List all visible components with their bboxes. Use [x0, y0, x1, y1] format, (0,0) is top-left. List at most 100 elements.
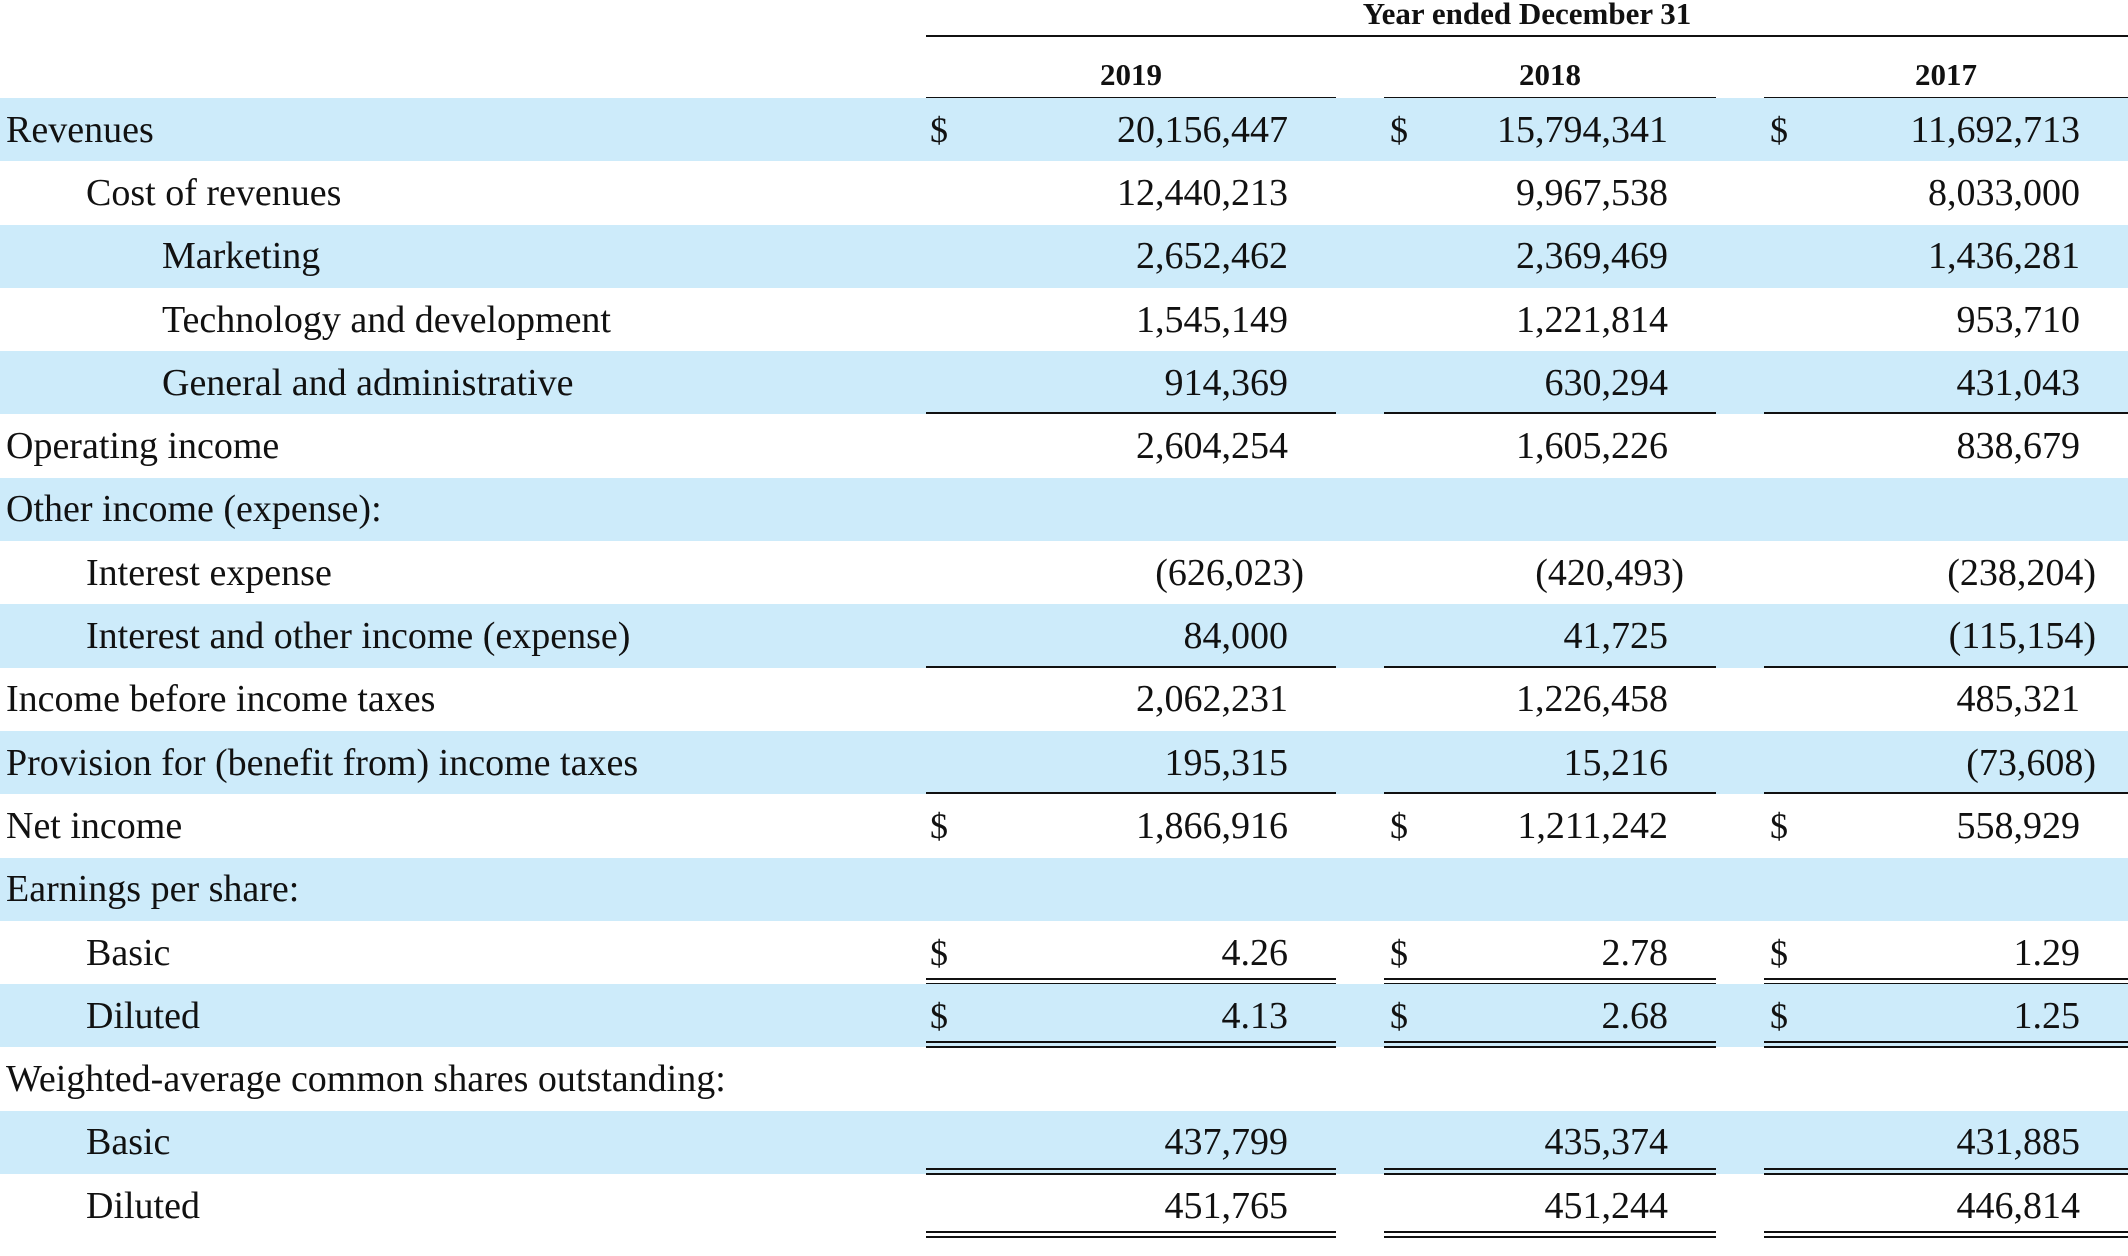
total-double-rule — [926, 1041, 1336, 1049]
value-cell-2017: $558,929 — [1764, 794, 2128, 857]
row-label: General and administrative — [162, 361, 574, 404]
table-row: Marketing 2,652,462 2,369,469 1,436,281 — [0, 224, 2128, 288]
amount: 437,799 — [1164, 1121, 1289, 1164]
amount: 4.26 — [1221, 931, 1289, 974]
table-row: Weighted-average common shares outstandi… — [0, 1048, 2128, 1111]
value-cell-2018: 15,216 — [1384, 731, 1716, 795]
amount: 2,062,231 — [1136, 678, 1288, 721]
subtotal-rule — [1764, 412, 2128, 415]
currency-symbol: $ — [930, 932, 948, 973]
value-cell-2019: 195,315 — [926, 731, 1336, 795]
value-cell-2018: $15,794,341 — [1384, 98, 1716, 161]
row-label: Diluted — [86, 994, 200, 1037]
amount: 446,814 — [1956, 1184, 2081, 1227]
amount: 2.78 — [1601, 931, 1669, 974]
amount: 195,315 — [1164, 741, 1289, 784]
value-cell-2019: $20,156,447 — [926, 98, 1336, 161]
amount: 15,216 — [1563, 741, 1669, 784]
value-cell-2017: $11,692,713 — [1764, 98, 2128, 161]
amount: 2,652,462 — [1136, 235, 1288, 278]
value-cell-2017: (238,204) — [1764, 541, 2128, 604]
amount: 1,221,814 — [1516, 298, 1668, 341]
value-cell-2019 — [926, 478, 1336, 541]
value-cell-2017 — [1764, 478, 2128, 541]
table-row: Interest and other income (expense) 84,00… — [0, 604, 2128, 668]
currency-symbol: $ — [930, 109, 948, 150]
value-cell-2018: 1,221,814 — [1384, 288, 1716, 351]
value-cell-2018 — [1384, 478, 1716, 541]
subtotal-rule — [1384, 412, 1716, 415]
currency-symbol: $ — [1770, 109, 1788, 150]
value-cell-2018: 9,967,538 — [1384, 161, 1716, 224]
row-label: Other income (expense): — [6, 488, 382, 531]
value-cell-2019: 437,799 — [926, 1111, 1336, 1176]
subtotal-rule — [1384, 665, 1716, 668]
row-label: Diluted — [86, 1184, 200, 1227]
table-row: Diluted $4.13 $2.68 $1.25 — [0, 984, 2128, 1049]
value-cell-2017: 431,043 — [1764, 351, 2128, 415]
value-cell-2017: $1.29 — [1764, 921, 2128, 986]
table-row: Revenues $20,156,447 $15,794,341 $11,692,71… — [0, 98, 2128, 162]
amount: (626,023) — [1155, 551, 1304, 594]
amount: (238,204) — [1947, 551, 2096, 594]
currency-symbol: $ — [1390, 109, 1408, 150]
amount: (73,608) — [1966, 741, 2096, 784]
total-double-rule — [1384, 1231, 1716, 1239]
amount: 1,605,226 — [1516, 425, 1668, 468]
total-double-rule — [1764, 1041, 2128, 1049]
value-cell-2017: $1.25 — [1764, 984, 2128, 1049]
value-cell-2019: 451,765 — [926, 1174, 1336, 1239]
year-header-2017: 2017 — [1915, 57, 1977, 92]
currency-symbol: $ — [1390, 932, 1408, 973]
amount: 12,440,213 — [1117, 171, 1288, 214]
amount: 20,156,447 — [1117, 108, 1288, 151]
value-cell-2018 — [1384, 1048, 1716, 1111]
value-cell-2018: 451,244 — [1384, 1174, 1716, 1239]
value-cell-2017: 838,679 — [1764, 415, 2128, 478]
row-label: Basic — [86, 931, 171, 974]
year-header-2019: 2019 — [1100, 57, 1162, 92]
value-cell-2017: 8,033,000 — [1764, 161, 2128, 224]
amount: 1.29 — [2013, 931, 2081, 974]
total-double-rule — [1764, 1231, 2128, 1239]
value-cell-2018: $1,211,242 — [1384, 794, 1716, 857]
amount: 1.25 — [2013, 994, 2081, 1037]
currency-symbol: $ — [1390, 995, 1408, 1036]
value-cell-2017: 1,436,281 — [1764, 225, 2128, 288]
amount: 431,885 — [1956, 1121, 2081, 1164]
amount: (115,154) — [1948, 615, 2096, 658]
value-cell-2019 — [926, 1048, 1336, 1111]
amount: 431,043 — [1956, 361, 2081, 404]
header-rule — [926, 35, 2128, 37]
row-label: Technology and development — [162, 298, 611, 341]
amount: 1,226,458 — [1516, 678, 1668, 721]
amount: 838,679 — [1956, 425, 2081, 468]
column-group-header: Year ended December 31 — [1362, 0, 1692, 31]
total-double-rule — [1764, 1168, 2128, 1176]
amount: 4.13 — [1221, 994, 1289, 1037]
total-double-rule — [926, 1231, 1336, 1239]
value-cell-2019: 1,545,149 — [926, 288, 1336, 351]
value-cell-2018: $2.68 — [1384, 984, 1716, 1049]
table-row: Net income $1,866,916 $1,211,242 $558,929 — [0, 794, 2128, 857]
value-cell-2018 — [1384, 858, 1716, 921]
amount: 558,929 — [1956, 804, 2081, 847]
amount: 451,244 — [1544, 1184, 1669, 1227]
table-row: General and administrative 914,369 630,294… — [0, 351, 2128, 415]
table-row: Income before income taxes 2,062,231 1,226… — [0, 668, 2128, 731]
currency-symbol: $ — [1390, 805, 1408, 846]
value-cell-2018: 630,294 — [1384, 351, 1716, 415]
row-label: Earnings per share: — [6, 868, 300, 911]
row-label: Interest and other income (expense) — [86, 615, 631, 658]
amount: 2.68 — [1601, 994, 1669, 1037]
value-cell-2019: 12,440,213 — [926, 161, 1336, 224]
amount: 485,321 — [1956, 678, 2081, 721]
value-cell-2019: $4.13 — [926, 984, 1336, 1049]
amount: (420,493) — [1535, 551, 1684, 594]
value-cell-2019: 2,652,462 — [926, 225, 1336, 288]
amount: 1,211,242 — [1517, 804, 1668, 847]
subtotal-rule — [926, 665, 1336, 668]
row-label: Income before income taxes — [6, 678, 436, 721]
total-double-rule — [926, 1168, 1336, 1176]
row-label: Weighted-average common shares outstandi… — [6, 1058, 726, 1101]
